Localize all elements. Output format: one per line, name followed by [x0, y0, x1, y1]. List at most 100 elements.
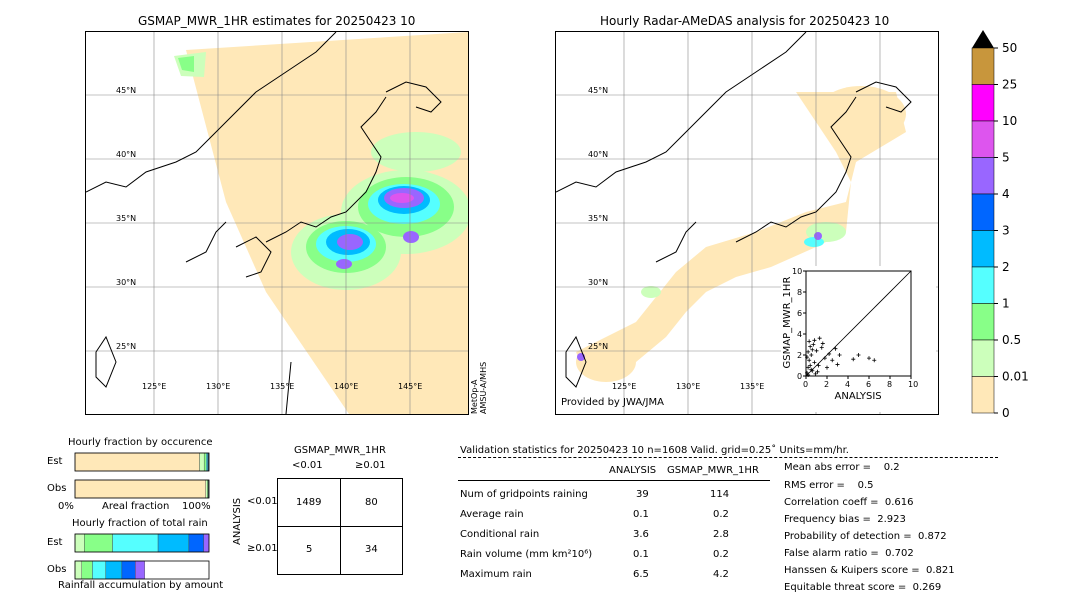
right-map-credit: Provided by JWA/JMA	[561, 397, 664, 408]
total-rain-title: Hourly fraction of total rain	[72, 518, 208, 529]
scatter-xtick-label: 0	[803, 380, 808, 389]
scatter-point	[806, 372, 811, 377]
scatter-point	[872, 358, 877, 363]
colorbar-tick-label: 5	[1002, 151, 1010, 165]
right-map-canvas	[556, 32, 938, 414]
scatter-ylabel: GSMAP_MWR_1HR	[782, 277, 793, 369]
left-lat-label-35: 35°N	[116, 214, 137, 223]
scatter-point	[805, 370, 810, 375]
colorbar-tick-label: 0.5	[1002, 333, 1021, 347]
total-rain-bar-segment	[92, 560, 107, 580]
validation-rule	[458, 480, 770, 481]
right-lat-label-40: 40°N	[588, 150, 609, 159]
right-lat-label-45: 45°N	[588, 86, 609, 95]
total-rain-bar-segment	[105, 560, 123, 580]
contingency-cell-10: 5	[306, 544, 313, 555]
colorbar-segment	[971, 303, 995, 341]
colorbar-tick-label: 0	[1002, 406, 1010, 420]
scatter-point	[825, 365, 829, 370]
occurrence-axis-mid: Areal fraction	[102, 501, 170, 512]
validation-row-a: 0.1	[633, 509, 649, 520]
scatter-ytick-label: 10	[792, 267, 802, 276]
scatter-point	[807, 339, 812, 344]
sensor-note: MetOp-A AMSU-A/MHS	[470, 361, 488, 414]
right-coastline	[556, 32, 912, 388]
validation-row-a: 0.1	[633, 549, 649, 560]
scatter-point	[867, 356, 871, 361]
right-rain-4	[641, 286, 661, 298]
left-map-canvas	[86, 32, 468, 414]
contingency-side-label: ANALYSIS	[232, 497, 243, 545]
scatter-point	[827, 351, 832, 356]
scatter-point	[856, 353, 861, 357]
scatter-point	[812, 338, 817, 343]
total-rain-bar-segment	[157, 533, 190, 553]
left-rain-north-core	[178, 56, 194, 72]
scatter-xtick-label: 10	[908, 380, 918, 389]
total-rain-bar-segment	[74, 533, 85, 553]
scatter-point	[811, 342, 816, 347]
scatter-inset: 0 0 2 2 4 4 6 6 8 8 10 10 ANALYSIS GSMAP_MWR_1HR	[781, 266, 936, 412]
validation-row-b: 0.2	[713, 549, 729, 560]
occurrence-bar-segment	[203, 452, 207, 472]
total-rain-est-label: Est	[47, 537, 63, 548]
left-lat-label-30: 30°N	[116, 278, 137, 287]
left-lat-label-45: 45°N	[116, 86, 137, 95]
scatter-point	[806, 365, 811, 370]
validation-row-a: 3.6	[633, 529, 649, 540]
occurrence-bar-segment	[74, 479, 206, 499]
left-rain-11	[336, 259, 352, 269]
left-rain-band	[371, 132, 461, 172]
scatter-xtick-label: 2	[824, 380, 829, 389]
colorbar-segment	[971, 193, 995, 231]
right-lat-label-25: 25°N	[588, 342, 609, 351]
scatter-point	[814, 348, 819, 353]
validation-row-label: Maximum rain	[460, 569, 532, 580]
validation-header: Validation statistics for 20250423 10 n=…	[460, 445, 849, 456]
occurrence-title: Hourly fraction by occurence	[68, 437, 213, 448]
scatter-ytick-label: 6	[797, 309, 802, 318]
validation-row-label: Rain volume (mm km²10⁶)	[460, 549, 593, 560]
total-rain-footer: Rainfall accumulation by amount	[58, 580, 224, 591]
left-lon-label-135: 135°E	[270, 382, 295, 391]
colorbar-segment	[971, 157, 995, 195]
validation-row-label: Num of gridpoints raining	[460, 489, 588, 500]
scatter-point	[815, 369, 820, 374]
right-lat-label-30: 30°N	[588, 278, 609, 287]
scatter-point	[809, 353, 814, 357]
score-correlation: Correlation coeff = 0.616	[784, 497, 914, 508]
colorbar-tick-label: 4	[1002, 187, 1010, 201]
scatter-ytick-label: 0	[797, 372, 802, 381]
left-map-title: GSMAP_MWR_1HR estimates for 20250423 10	[138, 14, 416, 28]
validation-row-b: 4.2	[713, 569, 729, 580]
scatter-ytick-label: 8	[797, 288, 802, 297]
contingency-hline	[278, 526, 402, 527]
score-pod: Probability of detection = 0.872	[784, 531, 947, 542]
left-rain-9	[390, 193, 414, 203]
scatter-point	[830, 358, 835, 363]
scatter-point	[816, 363, 821, 368]
scatter-ytick-label: 2	[797, 351, 802, 360]
scatter-point	[805, 355, 810, 360]
total-rain-bar-segment	[188, 533, 204, 553]
occurrence-bar-segment	[205, 452, 208, 472]
colorbar-tick-label: 1	[1002, 297, 1010, 311]
score-hk: Hanssen & Kuipers score = 0.821	[784, 565, 955, 576]
scatter-point	[835, 362, 840, 367]
scatter-plot: 00 2 2 4 4 6 6 8 8 10 10 ANALYSIS GSMAP_MWR_1HR	[782, 267, 918, 402]
occurrence-obs-label: Obs	[47, 483, 67, 494]
scatter-xtick-label: 6	[866, 380, 871, 389]
contingency-title: GSMAP_MWR_1HR	[294, 445, 386, 456]
left-rain-8	[337, 234, 363, 250]
colorbar: 50 25 10 5 4 3 2 1 0.5 0.01 0	[970, 30, 1030, 420]
contingency-row-0: <0.01	[247, 496, 278, 507]
left-rain-10	[403, 231, 419, 243]
left-coastline	[86, 32, 442, 414]
colorbar-segment	[971, 47, 995, 85]
right-rain-2	[814, 232, 822, 240]
occurrence-axis-right: 100%	[182, 501, 211, 512]
scatter-xtick-label: 8	[887, 380, 892, 389]
total-rain-chart	[74, 533, 210, 580]
total-rain-bar-segment	[81, 560, 93, 580]
colorbar-extend-arrow	[972, 30, 994, 48]
